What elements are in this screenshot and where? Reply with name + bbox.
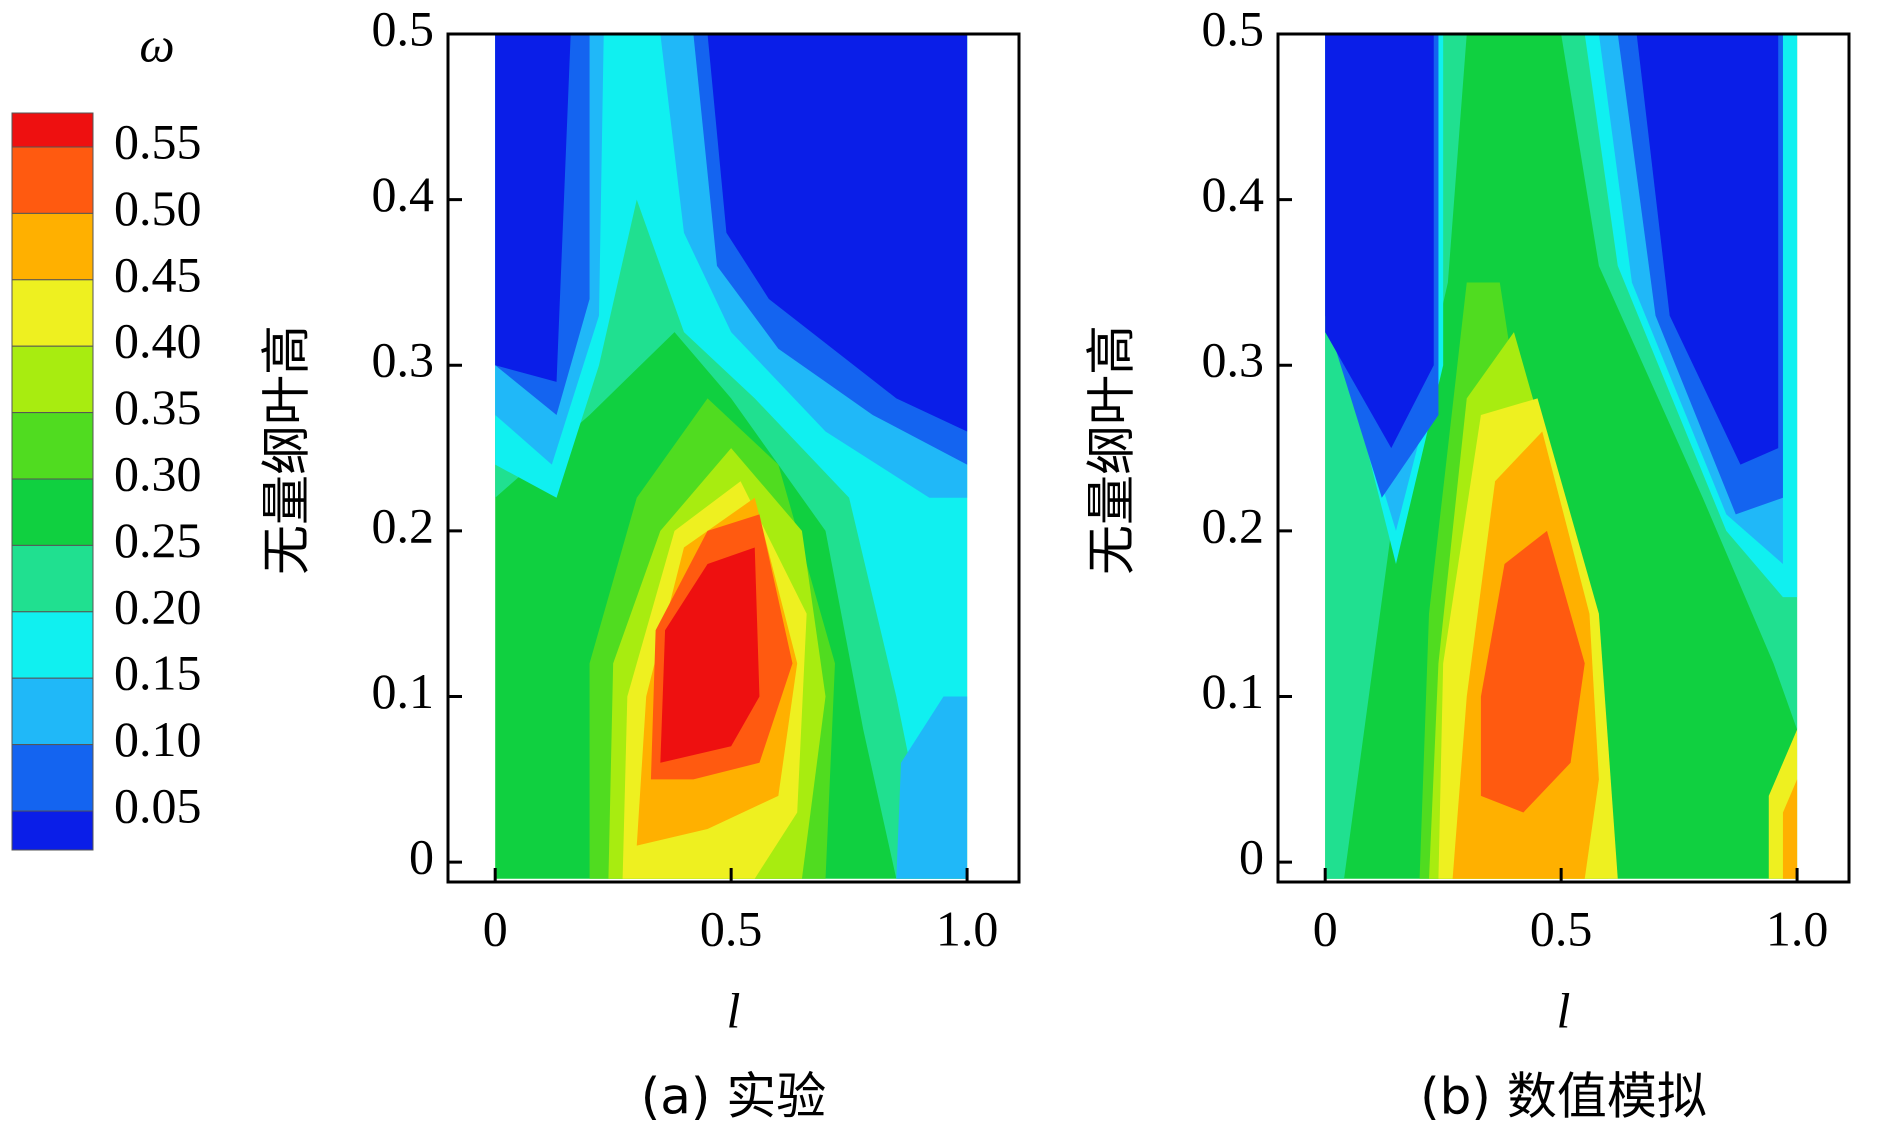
colorbar-swatch bbox=[11, 212, 94, 281]
colorbar-swatch bbox=[11, 279, 94, 347]
colorbar-swatch bbox=[11, 677, 94, 746]
y-tick-label: 0.4 bbox=[372, 166, 435, 222]
y-tick-label: 0.3 bbox=[1202, 332, 1265, 388]
x-tick-label: 0 bbox=[483, 900, 508, 956]
colorbar-label: 0.15 bbox=[114, 645, 202, 701]
colorbar-swatch bbox=[11, 112, 94, 148]
caption: (b) 数值模拟 bbox=[1420, 1068, 1707, 1126]
plot-frame bbox=[1276, 32, 1851, 884]
y-tick-label: 0.2 bbox=[1202, 497, 1265, 553]
colorbar-label: 0.55 bbox=[114, 113, 202, 169]
contour-region bbox=[1782, 779, 1798, 879]
y-tick-label: 0.1 bbox=[1202, 663, 1265, 719]
colorbar-label: 0.10 bbox=[114, 711, 202, 767]
colorbar-label: 0.50 bbox=[114, 180, 202, 236]
colorbar-label: 0.05 bbox=[114, 777, 202, 833]
x-tick-label: 0.5 bbox=[700, 900, 763, 956]
panel: 0 0.1 0.2 0.3 0.4 0.5 0 0.5 1.0 l (b) 数值模拟 无量纲叶高 bbox=[1083, 0, 1851, 1126]
contour-region bbox=[707, 34, 968, 432]
colorbar-label: 0.30 bbox=[114, 445, 202, 501]
x-tick-label: 0.5 bbox=[1530, 900, 1593, 956]
y-tick-label: 0.2 bbox=[372, 497, 435, 553]
colorbar-swatch bbox=[11, 146, 94, 214]
colorbar-label: 0.20 bbox=[114, 578, 202, 634]
y-tick-label: 0.4 bbox=[1202, 166, 1265, 222]
colorbar-label: 0.45 bbox=[114, 246, 202, 302]
caption: (a) 实验 bbox=[641, 1068, 827, 1126]
colorbar-swatch bbox=[11, 478, 94, 546]
colorbar-label: 0.40 bbox=[114, 313, 202, 369]
contour-region bbox=[1636, 34, 1779, 465]
colorbar-swatch bbox=[11, 412, 94, 480]
contour-region bbox=[896, 696, 968, 879]
y-tick-label: 0.5 bbox=[1202, 0, 1265, 56]
colorbar-title: ω bbox=[139, 16, 174, 72]
x-axis-label: l bbox=[1557, 982, 1571, 1038]
y-tick-label: 0.3 bbox=[372, 332, 435, 388]
x-axis-label: l bbox=[727, 982, 741, 1038]
contour-region bbox=[1480, 530, 1585, 813]
colorbar-swatch bbox=[11, 345, 94, 414]
y-axis-label: 无量纲叶高 bbox=[258, 325, 316, 575]
panel: 0 0.1 0.2 0.3 0.4 0.5 0 0.5 1.0 l (a) 实验 无量纲叶高 bbox=[258, 0, 1021, 1126]
y-axis-label: 无量纲叶高 bbox=[1083, 325, 1141, 575]
plot-frame bbox=[446, 32, 1021, 884]
contour-region bbox=[495, 34, 571, 382]
y-tick-label: 0.5 bbox=[372, 0, 435, 56]
y-tick-label: 0 bbox=[1239, 829, 1264, 885]
contour-region bbox=[660, 547, 760, 763]
contour-region bbox=[1325, 34, 1434, 449]
y-tick-label: 0.1 bbox=[372, 663, 435, 719]
colorbar-swatch bbox=[11, 810, 94, 851]
colorbar-swatch bbox=[11, 544, 94, 613]
x-tick-label: 1.0 bbox=[936, 900, 999, 956]
colorbar-swatch bbox=[11, 744, 94, 812]
x-tick-label: 0 bbox=[1313, 900, 1338, 956]
colorbar-label: 0.25 bbox=[114, 512, 202, 568]
x-tick-label: 1.0 bbox=[1766, 900, 1829, 956]
y-tick-label: 0 bbox=[409, 829, 434, 885]
colorbar-label: 0.35 bbox=[114, 379, 202, 435]
colorbar-swatch bbox=[11, 611, 94, 679]
